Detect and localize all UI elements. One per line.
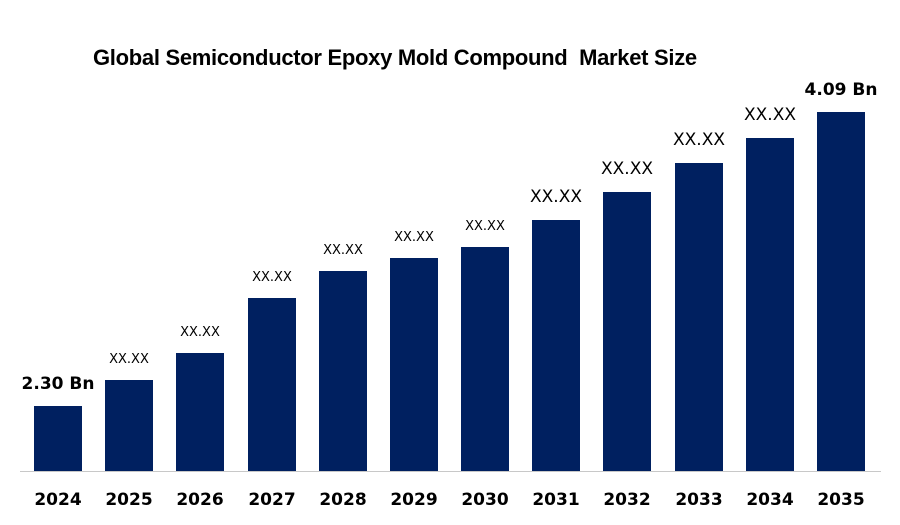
x-axis-line: [20, 471, 881, 472]
value-label-2035: 4.09 Bn: [804, 80, 878, 100]
x-axis-label-2026: 2026: [176, 490, 224, 510]
bar-2030: [461, 247, 509, 471]
bar-2035: [817, 112, 865, 471]
value-label-2031: XX.XX: [530, 187, 582, 207]
bar-2028: [319, 271, 367, 471]
chart-title: Global Semiconductor Epoxy Mold Compound…: [93, 45, 697, 70]
bar-2026: [176, 353, 224, 471]
bar-2025: [105, 380, 153, 471]
value-label-2030: XX.XX: [465, 219, 505, 234]
bar-2034: [746, 138, 794, 471]
value-label-2032: XX.XX: [601, 159, 653, 179]
x-axis-label-2034: 2034: [746, 490, 794, 510]
bar-2027: [248, 298, 296, 471]
value-label-2027: XX.XX: [252, 270, 292, 285]
x-axis-label-2024: 2024: [34, 490, 82, 510]
bar-2032: [603, 192, 651, 471]
x-axis-label-2033: 2033: [675, 490, 723, 510]
x-axis-label-2031: 2031: [532, 490, 580, 510]
x-axis-label-2028: 2028: [319, 490, 367, 510]
value-label-2025: XX.XX: [109, 352, 149, 367]
x-axis-label-2025: 2025: [105, 490, 153, 510]
bar-2033: [675, 163, 723, 471]
bar-2029: [390, 258, 438, 471]
bar-2031: [532, 220, 580, 471]
x-axis-label-2029: 2029: [390, 490, 438, 510]
x-axis-label-2032: 2032: [603, 490, 651, 510]
value-label-2033: XX.XX: [673, 130, 725, 150]
x-axis-label-2035: 2035: [817, 490, 865, 510]
value-label-2029: XX.XX: [394, 230, 434, 245]
x-axis-label-2027: 2027: [248, 490, 296, 510]
value-label-2034: XX.XX: [744, 105, 796, 125]
bar-2024: [34, 406, 82, 471]
value-label-2024: 2.30 Bn: [21, 374, 95, 394]
value-label-2028: XX.XX: [323, 243, 363, 258]
value-label-2026: XX.XX: [180, 325, 220, 340]
x-axis-label-2030: 2030: [461, 490, 509, 510]
